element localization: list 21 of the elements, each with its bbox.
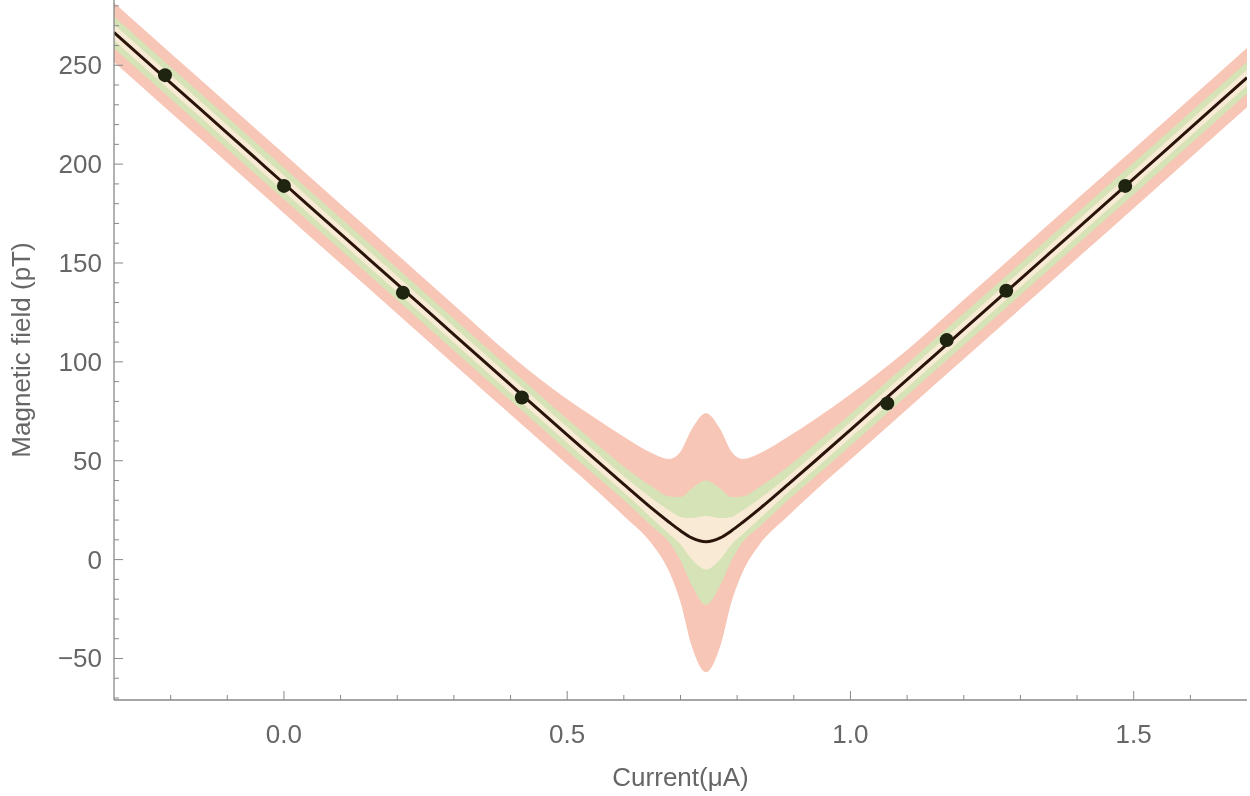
point bbox=[514, 390, 529, 405]
point bbox=[1118, 178, 1133, 193]
x-tick-label: 0.0 bbox=[265, 719, 303, 749]
x-tick-label: 0.5 bbox=[549, 719, 586, 749]
point bbox=[999, 283, 1014, 298]
y-tick-label: 100 bbox=[58, 346, 102, 377]
point bbox=[395, 285, 410, 300]
y-tick-label: 0 bbox=[87, 544, 102, 575]
x-tick-label: 1.0 bbox=[832, 719, 869, 749]
point bbox=[276, 178, 291, 193]
y-tick-label: 150 bbox=[58, 247, 102, 278]
point bbox=[157, 68, 172, 83]
y-axis-title: Magnetic field (pT) bbox=[6, 242, 36, 458]
point bbox=[939, 333, 954, 348]
x-axis-title: Current(μA) bbox=[612, 762, 749, 792]
y-tick-label: 50 bbox=[73, 445, 102, 476]
y-tick-label: 250 bbox=[58, 50, 102, 81]
y-tick-label: 200 bbox=[58, 149, 102, 180]
x-tick-label: 1.5 bbox=[1115, 719, 1152, 749]
point bbox=[880, 396, 895, 411]
y-tick-label: −50 bbox=[57, 643, 102, 674]
